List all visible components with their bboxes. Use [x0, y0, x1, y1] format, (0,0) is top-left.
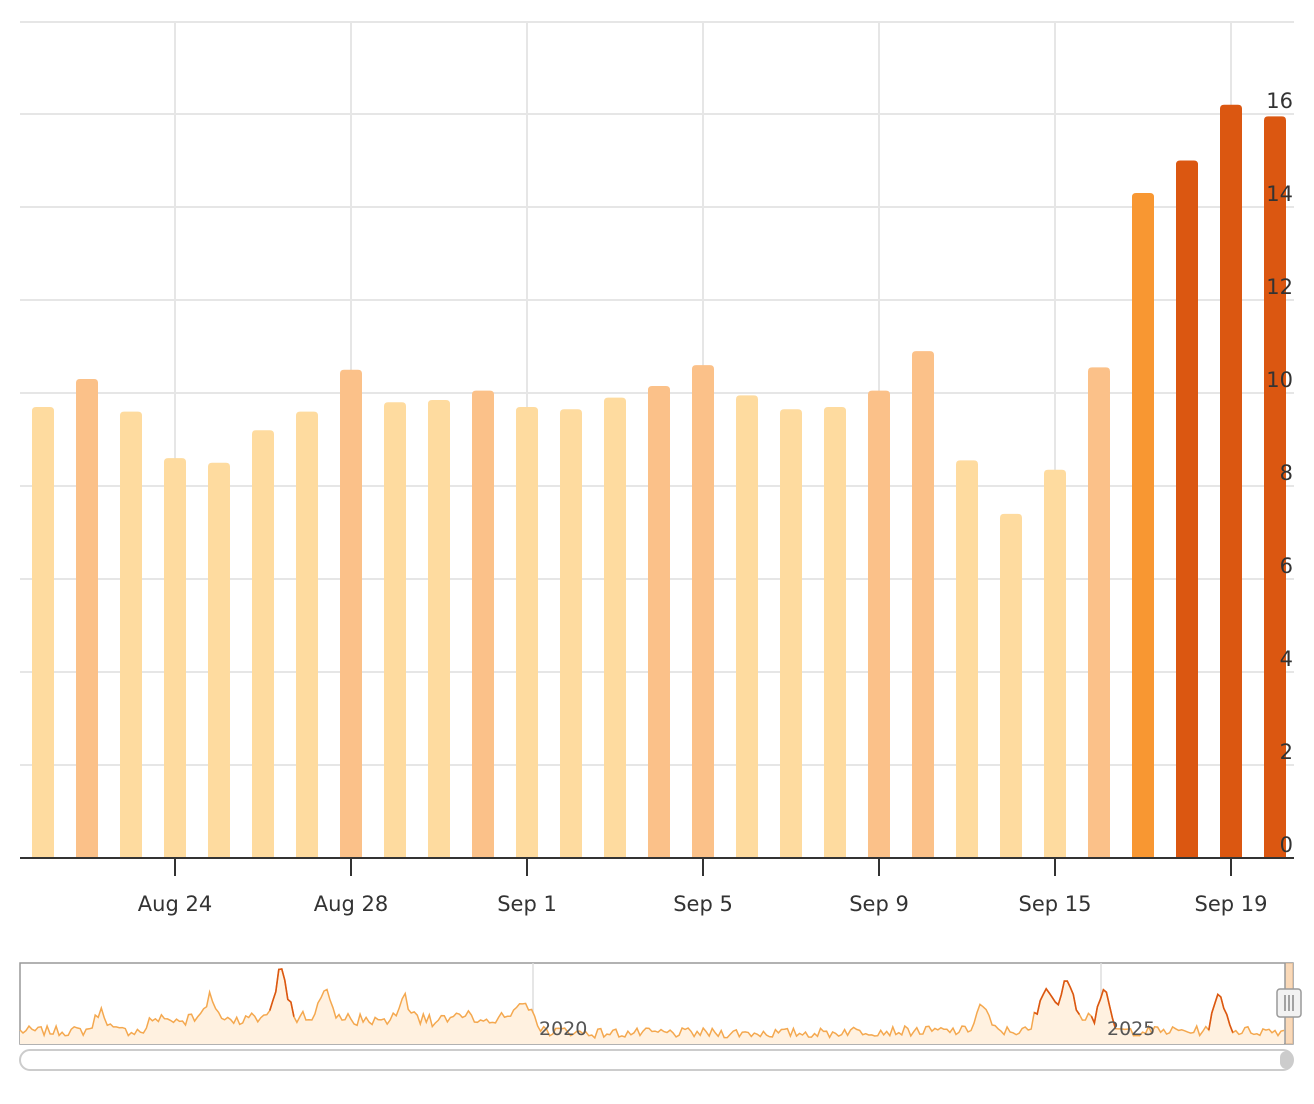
bars[interactable] [32, 104, 1286, 859]
bar-sep-6[interactable] [736, 395, 758, 858]
navigator-handle[interactable] [1276, 988, 1302, 1018]
bar-sep-13[interactable] [956, 460, 978, 858]
x-tick-label: Aug 28 [314, 892, 388, 916]
bar-aug-23[interactable] [120, 411, 142, 858]
x-tick-label: Sep 1 [497, 892, 557, 916]
bar-sep-9[interactable] [868, 390, 890, 858]
bar-aug-28[interactable] [340, 369, 362, 858]
bar-sep-3[interactable] [604, 397, 626, 858]
bar-sep-17[interactable] [1132, 193, 1154, 859]
bar-sep-2[interactable] [560, 409, 582, 858]
y-tick-label: 12 [1266, 275, 1293, 299]
bar-aug-26[interactable] [252, 430, 274, 858]
bar-sep-1[interactable] [516, 406, 538, 858]
y-tick-label: 2 [1280, 740, 1293, 764]
y-tick-label: 10 [1266, 368, 1293, 392]
bar-sep-10[interactable] [912, 351, 934, 858]
bar-aug-30[interactable] [428, 399, 450, 858]
bar-sep-18[interactable] [1176, 160, 1198, 859]
navigator-peaks [269, 968, 1234, 1033]
y-tick-label: 0 [1280, 833, 1293, 857]
bar-sep-20[interactable] [1264, 116, 1286, 858]
bar-aug-22[interactable] [76, 379, 98, 858]
bar-aug-29[interactable] [384, 402, 406, 858]
bar-aug-25[interactable] [208, 462, 230, 858]
bar-aug-24[interactable] [164, 458, 186, 858]
navigator-peak-segment [1033, 987, 1059, 1016]
bar-sep-16[interactable] [1088, 367, 1110, 858]
y-axis: 0 2 4 6 8 10 12 14 16 [1266, 89, 1293, 857]
y-tick-label: 4 [1280, 647, 1293, 671]
scrollbar-track[interactable] [19, 1049, 1294, 1071]
scrollbar-thumb[interactable] [1280, 1051, 1293, 1069]
bar-sep-8[interactable] [824, 406, 846, 858]
bar-aug-31[interactable] [472, 390, 494, 858]
navigator[interactable]: 2020 2025 [19, 962, 1302, 1045]
x-tick-label: Sep 19 [1195, 892, 1268, 916]
bar-aug-27[interactable] [296, 411, 318, 858]
bar-sep-7[interactable] [780, 409, 802, 858]
x-tick-label: Sep 5 [673, 892, 733, 916]
bar-sep-19[interactable] [1220, 104, 1242, 858]
navigator-peak-segment [1208, 993, 1234, 1033]
y-tick-label: 16 [1266, 89, 1293, 113]
x-tick-label: Sep 15 [1019, 892, 1092, 916]
bar-sep-5[interactable] [692, 365, 714, 858]
navigator-label-2020: 2020 [539, 1018, 587, 1040]
bar-sep-4[interactable] [648, 386, 670, 858]
navigator-peak-segment [1090, 988, 1117, 1029]
navigator-series-area [20, 969, 1284, 1044]
y-tick-label: 14 [1266, 182, 1293, 206]
y-tick-label: 8 [1280, 461, 1293, 485]
x-tick-label: Sep 9 [849, 892, 909, 916]
y-tick-label: 6 [1280, 554, 1293, 578]
navigator-label-2025: 2025 [1107, 1018, 1155, 1040]
navigator-peak-segment [269, 968, 295, 1017]
x-axis: Aug 24 Aug 28 Sep 1 Sep 5 Sep 9 Sep 15 Sep 19 [20, 857, 1294, 916]
navigator-peak-segment [1054, 980, 1081, 1015]
navigator-scrollbar[interactable] [19, 1049, 1294, 1071]
x-tick-label: Aug 24 [138, 892, 212, 916]
bar-sep-14[interactable] [1000, 513, 1022, 858]
bar-sep-15[interactable] [1044, 469, 1066, 858]
bar-aug-21[interactable] [32, 406, 54, 858]
